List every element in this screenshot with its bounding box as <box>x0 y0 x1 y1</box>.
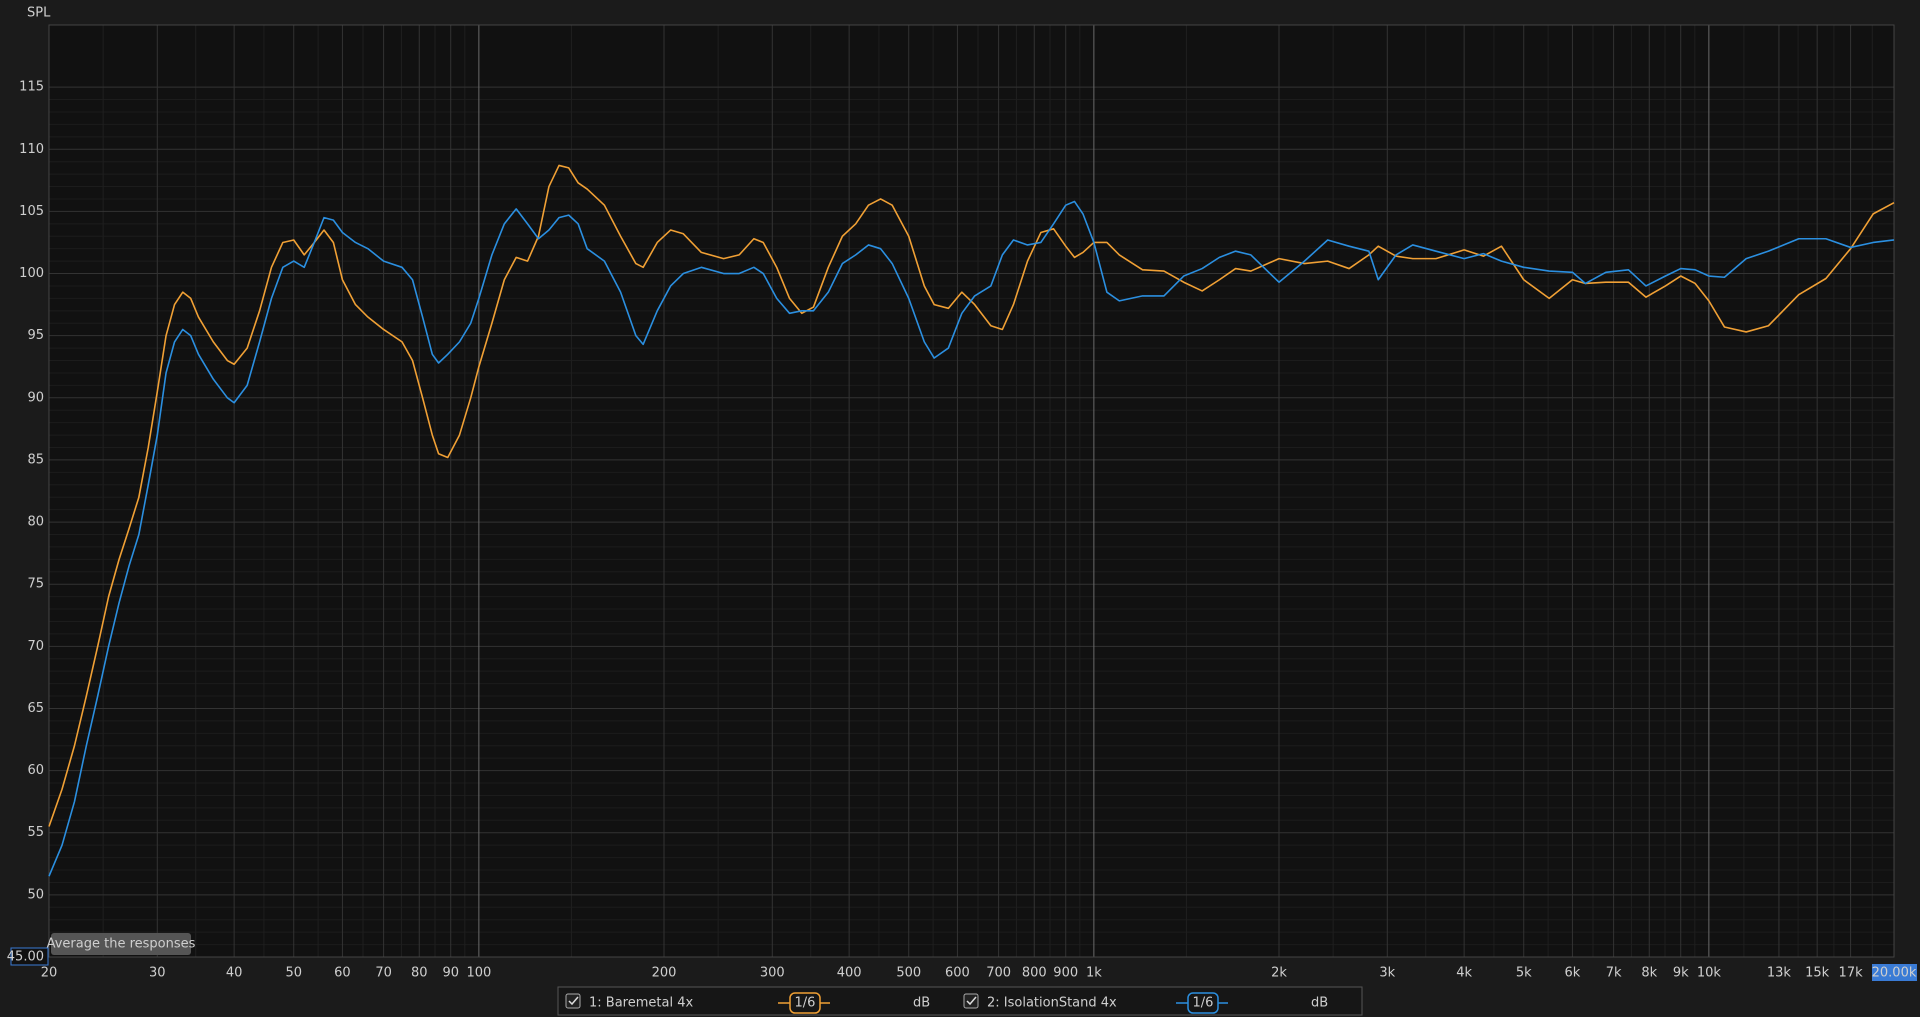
x-tick-label: 500 <box>896 966 921 981</box>
y-tick-label: 85 <box>27 452 44 467</box>
legend-checkbox[interactable] <box>565 993 581 1009</box>
annotation-text[interactable]: Average the responses <box>47 937 196 952</box>
x-tick-label: 4k <box>1456 966 1472 981</box>
x-tick-label: 5k <box>1516 966 1532 981</box>
x-tick-label: 17k <box>1839 966 1864 981</box>
smoothing-box[interactable] <box>789 992 821 1014</box>
x-tick-label: 40 <box>226 966 243 981</box>
plot-area <box>49 25 1894 957</box>
y-axis-label: SPL <box>27 6 51 21</box>
legend-unit[interactable]: dB <box>913 996 930 1011</box>
legend-checkbox[interactable] <box>963 993 979 1009</box>
smoothing-label[interactable]: 1/6 <box>795 996 816 1011</box>
x-tick-label: 8k <box>1641 966 1657 981</box>
x-tick-label: 20.00k <box>1872 966 1917 981</box>
y-tick-label: 45.00 <box>7 950 44 965</box>
x-tick-label: 15k <box>1805 966 1830 981</box>
y-tick-label: 75 <box>27 577 44 592</box>
legend-label[interactable]: 1: Baremetal 4x <box>589 996 693 1011</box>
x-tick-label: 7k <box>1606 966 1622 981</box>
x-tick-label: 400 <box>837 966 862 981</box>
y-tick-label: 55 <box>27 825 44 840</box>
x-tick-label: 900 <box>1053 966 1078 981</box>
x-tick-label: 1k <box>1086 966 1102 981</box>
x-tick-label: 2k <box>1271 966 1287 981</box>
x-tick-label: 20 <box>41 966 58 981</box>
legend-check <box>966 996 977 1006</box>
x-tick-label: 300 <box>760 966 785 981</box>
x-tick-label: 6k <box>1565 966 1581 981</box>
axis-limit-box <box>10 947 49 966</box>
y-tick-label: 50 <box>27 887 44 902</box>
y-tick-label: 90 <box>27 390 44 405</box>
y-tick-label: 60 <box>27 763 44 778</box>
x-tick-label: 30 <box>149 966 166 981</box>
x-tick-label: 800 <box>1022 966 1047 981</box>
annotation-button[interactable] <box>51 933 191 955</box>
x-tick-label: 3k <box>1379 966 1395 981</box>
y-tick-label: 65 <box>27 701 44 716</box>
x-tick-label: 100 <box>466 966 491 981</box>
plot-border <box>48 24 1895 958</box>
legend-check <box>568 996 579 1006</box>
x-tick-label: 70 <box>375 966 392 981</box>
x-tick-label: 90 <box>442 966 459 981</box>
x-tick-label: 50 <box>285 966 302 981</box>
x-tick-label: 700 <box>986 966 1011 981</box>
y-tick-label: 105 <box>19 204 44 219</box>
y-tick-label: 100 <box>19 266 44 281</box>
x-tick-label: 600 <box>945 966 970 981</box>
axis-limit-box <box>1872 964 1917 981</box>
x-tick-label: 9k <box>1673 966 1689 981</box>
x-tick-label: 60 <box>334 966 351 981</box>
y-tick-label: 70 <box>27 639 44 654</box>
legend-unit[interactable]: dB <box>1311 996 1328 1011</box>
y-tick-label: 110 <box>19 142 44 157</box>
smoothing-box[interactable] <box>1187 992 1219 1014</box>
x-tick-label: 200 <box>652 966 677 981</box>
series-line <box>48 200 1895 877</box>
series-line <box>48 164 1895 827</box>
legend-label[interactable]: 2: IsolationStand 4x <box>987 996 1117 1011</box>
x-tick-label: 80 <box>411 966 428 981</box>
x-tick-label: 13k <box>1767 966 1792 981</box>
grid <box>48 25 1895 957</box>
smoothing-label[interactable]: 1/6 <box>1193 996 1214 1011</box>
y-tick-label: 95 <box>27 328 44 343</box>
x-tick-label: 10k <box>1697 966 1722 981</box>
y-tick-label: 80 <box>27 515 44 530</box>
y-tick-label: 115 <box>19 80 44 95</box>
legend-box <box>557 986 1363 1016</box>
